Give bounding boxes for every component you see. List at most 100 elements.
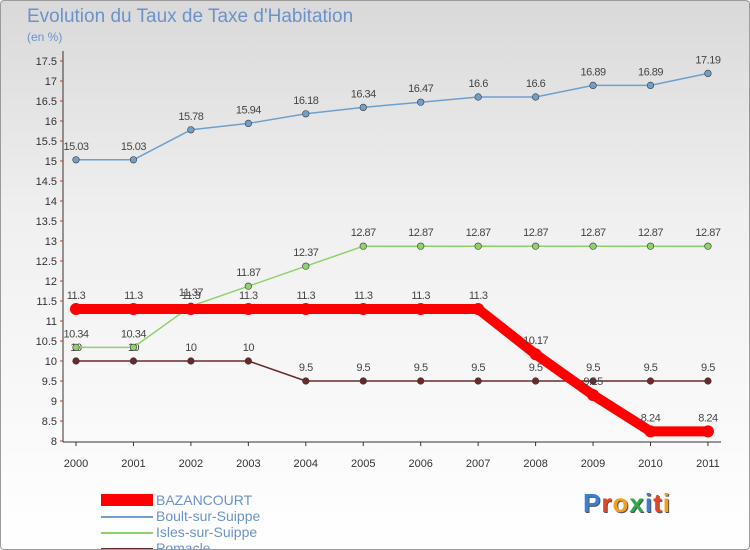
y-tick-label: 8 [51, 436, 57, 448]
data-point [474, 242, 482, 250]
data-point [244, 357, 252, 365]
legend-swatch [101, 532, 153, 534]
logo-letter: o [612, 488, 630, 518]
data-point [302, 377, 310, 385]
data-point [704, 69, 712, 77]
data-point [299, 303, 312, 315]
data-point [417, 242, 425, 250]
series-bazancourt: 11.3 11.3 11.3 11.3 11.3 11.3 11.3 11.3 10.17 9.1… [67, 290, 719, 438]
data-label: 16.89 [581, 66, 606, 78]
series-boult-sur-suippe: 15.03 15.03 15.78 15.94 16.18 16.34 16.47 16.6 1… [63, 54, 721, 164]
data-label: 12.87 [523, 227, 548, 239]
data-point [531, 242, 540, 250]
data-label: 10.34 [121, 328, 146, 340]
data-point [589, 377, 597, 385]
legend-swatch [101, 494, 153, 506]
data-label: 9.5 [299, 362, 313, 374]
data-label: 16.89 [638, 66, 663, 78]
legend-label: Isles-sur-Suippe [156, 524, 258, 540]
x-tick-label: 2006 [408, 458, 432, 470]
data-point [70, 303, 82, 315]
data-label: 16.47 [408, 83, 433, 95]
y-tick-label: 15 [45, 156, 57, 168]
data-label: 15.03 [121, 141, 146, 153]
logo-letter: i [662, 488, 671, 518]
y-tick-label: 17.5 [36, 56, 57, 68]
y-tick-label: 11 [46, 316, 57, 328]
data-label: 11.37 [179, 287, 204, 299]
data-label: 9.5 [644, 362, 658, 374]
data-point [244, 119, 252, 127]
y-tick-label: 9.5 [42, 376, 57, 388]
data-point [184, 303, 197, 315]
x-tick-label: 2009 [581, 458, 605, 470]
data-point [244, 282, 252, 290]
data-label: 10 [185, 342, 197, 354]
y-tick-label: 13.5 [36, 216, 57, 228]
data-point [417, 98, 425, 106]
data-point [187, 357, 195, 365]
data-label: 11.3 [182, 290, 201, 302]
data-label: 9.15 [583, 376, 603, 388]
data-label: 12.37 [293, 247, 318, 259]
data-label: 15.03 [63, 141, 88, 153]
data-point [359, 103, 367, 111]
data-point [704, 377, 712, 385]
logo-letter: t [653, 488, 663, 518]
x-tick-label: 2007 [466, 458, 490, 470]
data-point [646, 81, 655, 89]
x-tick-label: 2008 [523, 458, 547, 470]
y-tick-label: 11.5 [36, 296, 57, 308]
y-tick-label: 12.5 [36, 256, 57, 268]
data-label: 15.94 [236, 104, 261, 116]
data-label: 9.5 [356, 362, 370, 374]
series-line [71, 304, 713, 437]
logo-letter: P [583, 488, 602, 518]
y-tick-label: 16 [45, 116, 57, 128]
x-tick-label: 2004 [294, 458, 318, 470]
data-point [414, 303, 427, 315]
x-tick-label: 2000 [64, 458, 88, 470]
logo-letter: x [629, 488, 645, 518]
data-label: 8.24 [641, 412, 661, 424]
data-label: 10.34 [63, 328, 88, 340]
y-tick-label: 15.5 [36, 136, 57, 148]
data-label: 12.87 [466, 227, 491, 239]
data-point [474, 93, 482, 101]
data-point [359, 377, 367, 385]
data-point [646, 242, 655, 250]
series-line [75, 360, 709, 382]
series-line [75, 72, 709, 161]
data-label: 17.19 [695, 54, 720, 66]
data-label: 12.87 [351, 227, 376, 239]
data-label: 12.87 [408, 227, 433, 239]
y-tick-label: 10 [45, 356, 57, 368]
data-point [72, 343, 80, 352]
series-isles-sur-suippe: 10.34 10.34 11.37 11.87 12.37 12.87 12.87 12.87… [63, 227, 721, 352]
legend-swatch [101, 548, 153, 549]
data-point [302, 110, 310, 118]
x-tick-label: 2003 [236, 458, 260, 470]
data-label: 11.3 [239, 290, 258, 302]
data-label: 16.6 [468, 78, 488, 90]
data-label: 11.3 [469, 290, 488, 302]
x-tick-label: 2002 [179, 458, 203, 470]
data-label: 12.87 [581, 227, 606, 239]
data-point [531, 93, 540, 101]
chart-title: Evolution du Taux de Taxe d'Habitation [27, 6, 354, 27]
legend-label: Pomacle [156, 540, 211, 550]
y-tick-label: 10.5 [36, 336, 57, 348]
data-point [704, 242, 712, 250]
y-tick-label: 16.5 [36, 96, 57, 108]
series-line [75, 245, 709, 349]
data-label: 12.87 [638, 227, 663, 239]
legend-swatch [101, 516, 153, 518]
data-point [127, 303, 140, 315]
data-label: 9.5 [586, 362, 600, 374]
data-label: 15.78 [178, 111, 203, 123]
data-point [701, 425, 714, 438]
data-point [129, 156, 138, 164]
data-point [474, 377, 482, 385]
data-label: 9.5 [701, 362, 715, 374]
